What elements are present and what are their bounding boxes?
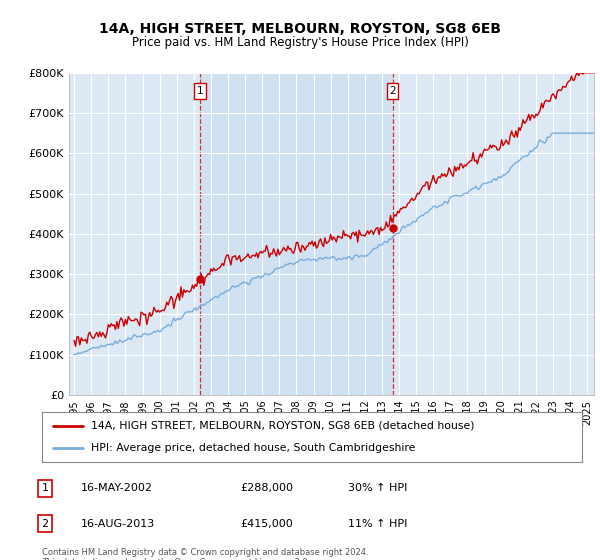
Text: 2: 2 xyxy=(389,86,396,96)
Text: Contains HM Land Registry data © Crown copyright and database right 2024.
This d: Contains HM Land Registry data © Crown c… xyxy=(42,548,368,560)
Bar xyxy=(200,73,392,395)
Text: HPI: Average price, detached house, South Cambridgeshire: HPI: Average price, detached house, Sout… xyxy=(91,443,415,453)
Text: £415,000: £415,000 xyxy=(240,519,293,529)
Text: 16-MAY-2002: 16-MAY-2002 xyxy=(81,483,153,493)
Text: 16-AUG-2013: 16-AUG-2013 xyxy=(81,519,155,529)
Text: 14A, HIGH STREET, MELBOURN, ROYSTON, SG8 6EB (detached house): 14A, HIGH STREET, MELBOURN, ROYSTON, SG8… xyxy=(91,421,474,431)
Text: 14A, HIGH STREET, MELBOURN, ROYSTON, SG8 6EB: 14A, HIGH STREET, MELBOURN, ROYSTON, SG8… xyxy=(99,22,501,36)
Text: 1: 1 xyxy=(41,483,49,493)
Text: 30% ↑ HPI: 30% ↑ HPI xyxy=(348,483,407,493)
Text: £288,000: £288,000 xyxy=(240,483,293,493)
Text: 1: 1 xyxy=(197,86,203,96)
Text: 2: 2 xyxy=(41,519,49,529)
Text: 11% ↑ HPI: 11% ↑ HPI xyxy=(348,519,407,529)
Text: Price paid vs. HM Land Registry's House Price Index (HPI): Price paid vs. HM Land Registry's House … xyxy=(131,36,469,49)
